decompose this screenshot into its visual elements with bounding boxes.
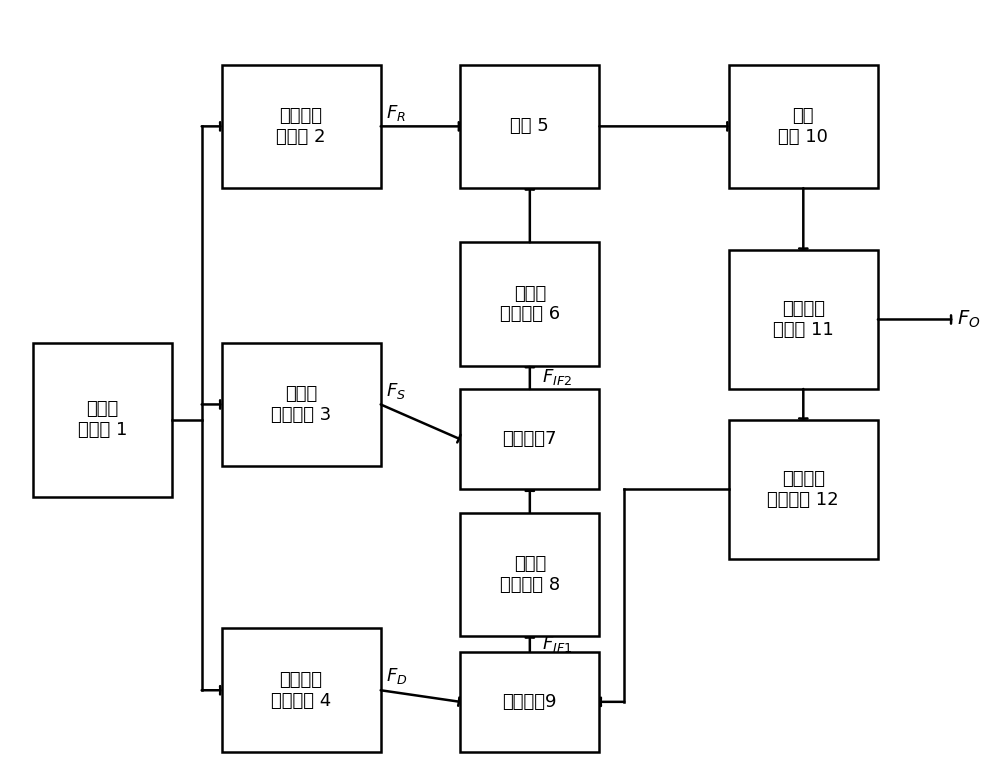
Text: 低噪声
射频本振 3: 低噪声 射频本振 3 xyxy=(271,385,331,424)
Text: 高纯下变
频本振组 4: 高纯下变 频本振组 4 xyxy=(271,671,331,710)
Text: $F_O$: $F_O$ xyxy=(957,309,981,330)
Text: 第二混频7: 第二混频7 xyxy=(503,430,557,448)
Bar xyxy=(460,242,599,366)
Text: 环路
积分 10: 环路 积分 10 xyxy=(778,107,828,145)
Text: $F_S$: $F_S$ xyxy=(386,380,406,401)
Bar xyxy=(222,342,381,466)
Text: $F_{IF1}$: $F_{IF1}$ xyxy=(542,634,572,654)
Bar xyxy=(460,652,599,752)
Text: 鉴相 5: 鉴相 5 xyxy=(510,117,549,135)
Bar xyxy=(460,389,599,489)
Bar xyxy=(729,420,878,559)
Text: $F_D$: $F_D$ xyxy=(386,667,407,686)
Bar xyxy=(222,65,381,188)
Text: 宽带微波
信号调理 12: 宽带微波 信号调理 12 xyxy=(767,470,839,509)
Text: $F_R$: $F_R$ xyxy=(386,103,406,122)
Bar xyxy=(729,65,878,188)
Text: 低中频
信号调理 6: 低中频 信号调理 6 xyxy=(500,285,560,324)
Text: 小数分频
锁相环 2: 小数分频 锁相环 2 xyxy=(276,107,326,145)
Bar xyxy=(460,513,599,636)
Text: 高中频
信号调理 8: 高中频 信号调理 8 xyxy=(500,555,560,594)
Text: $F_{IF2}$: $F_{IF2}$ xyxy=(542,367,572,387)
Text: 宽带微波
振荡器 11: 宽带微波 振荡器 11 xyxy=(773,300,834,339)
Bar xyxy=(33,342,172,497)
Bar xyxy=(460,65,599,188)
Bar xyxy=(222,629,381,752)
Bar xyxy=(729,250,878,389)
Text: 低噪声
参考源 1: 低噪声 参考源 1 xyxy=(78,401,127,440)
Text: 第一混频9: 第一混频9 xyxy=(503,693,557,711)
